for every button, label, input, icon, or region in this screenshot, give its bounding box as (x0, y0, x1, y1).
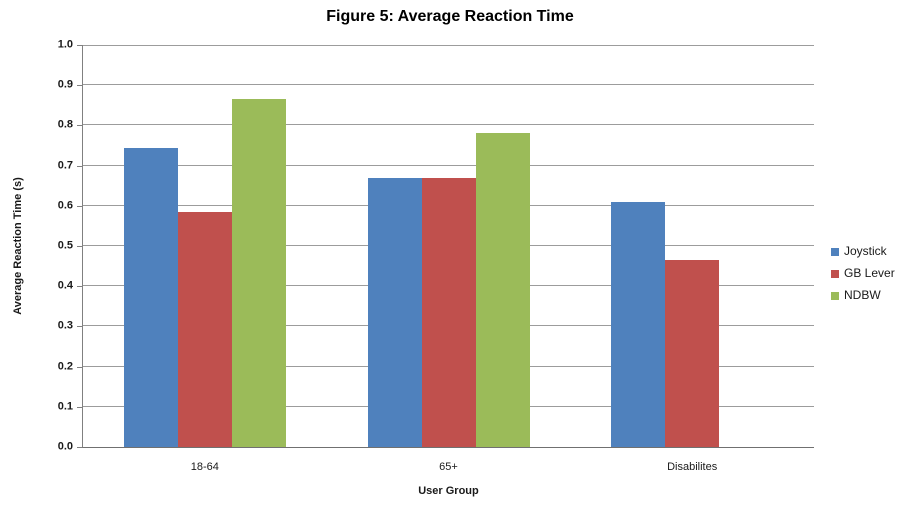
legend-label: NDBW (844, 288, 881, 302)
legend-item-gb-lever: GB Lever (831, 267, 895, 280)
bar-gb-lever-18-64 (177, 211, 232, 447)
y-tick-label: 0.0 (57, 440, 73, 453)
gridline (83, 164, 814, 166)
y-tick-mark (77, 125, 82, 127)
y-axis-title: Average Reaction Time (s) (12, 177, 24, 315)
legend: Joystick GB Lever NDBW (831, 245, 895, 311)
ndbw-swatch-icon (831, 291, 839, 300)
y-tick-mark (77, 366, 82, 368)
gridline (83, 124, 814, 126)
chart-title: Figure 5: Average Reaction Time (326, 8, 574, 25)
y-tick-label: 0.6 (57, 199, 73, 212)
y-tick-mark (77, 326, 82, 328)
y-tick-label: 0.3 (57, 319, 73, 332)
bar-joystick-65 (367, 177, 422, 447)
y-tick-label: 0.5 (57, 239, 73, 252)
y-tick-mark (77, 85, 82, 87)
bar-gb-lever-disabilites (665, 260, 720, 447)
x-category-label: 65+ (439, 461, 458, 473)
y-tick-label: 0.2 (57, 360, 73, 373)
legend-label: Joystick (844, 244, 887, 258)
y-tick-mark (77, 286, 82, 288)
plot-area: User Group 0.0 0.1 0.2 0.3 0.4 0.5 0.6 0.7 0.8 0.… (58, 39, 814, 497)
x-category-label: 18-64 (190, 461, 219, 473)
y-tick-mark (77, 447, 82, 448)
gb-lever-swatch-icon (831, 269, 839, 278)
y-tick-label: 1.0 (57, 38, 73, 51)
bar-joystick-disabilites (611, 201, 666, 447)
gridline (83, 84, 814, 86)
x-category-label: Disabilites (667, 461, 718, 473)
y-tick-mark (77, 45, 82, 46)
bar-ndbw-65 (475, 133, 530, 447)
legend-label: GB Lever (844, 266, 895, 280)
y-tick-mark (77, 205, 82, 207)
y-tick-label: 0.8 (57, 118, 73, 131)
bar-gb-lever-65 (421, 177, 476, 447)
y-tick-label: 0.4 (57, 279, 73, 292)
joystick-swatch-icon (831, 247, 839, 256)
y-tick-mark (77, 406, 82, 408)
y-tick-label: 0.9 (57, 78, 73, 91)
bar-joystick-18-64 (123, 147, 178, 447)
legend-item-ndbw: NDBW (831, 289, 895, 302)
y-tick-label: 0.1 (57, 400, 73, 413)
bar-ndbw-18-64 (231, 99, 286, 447)
x-axis-title: User Group (418, 485, 479, 497)
gridline (83, 45, 814, 46)
y-tick-label: 0.7 (57, 159, 73, 172)
y-tick-mark (77, 246, 82, 247)
legend-item-joystick: Joystick (831, 245, 895, 258)
y-tick-mark (77, 165, 82, 167)
